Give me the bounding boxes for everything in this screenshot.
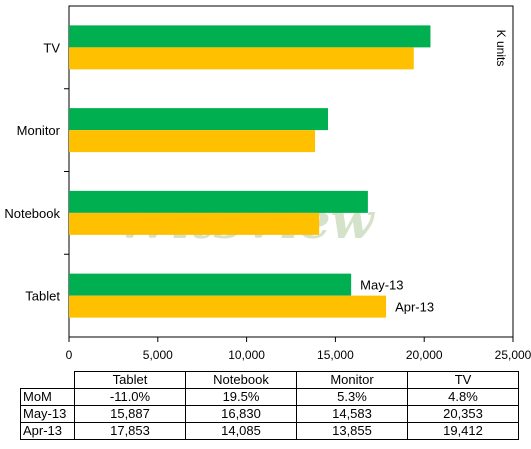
table-row: May-13 15,887 16,830 14,583 20,353 — [20, 405, 519, 423]
table-cell: 14,583 — [296, 405, 408, 423]
bar-monitor-may-13 — [69, 108, 328, 131]
table-column-header: Monitor — [296, 371, 408, 389]
table-cell: 15,887 — [74, 405, 186, 423]
bar-tv-apr-13 — [69, 47, 414, 70]
bar-notebook-may-13 — [69, 190, 368, 213]
x-tick-label: 15,000 — [317, 348, 354, 362]
category-label-notebook: Notebook — [4, 206, 60, 221]
table-cell: 14,085 — [185, 422, 297, 440]
unit-label: K units — [494, 30, 508, 67]
table-cell: -11.0% — [74, 388, 186, 406]
x-tick-label: 10,000 — [228, 348, 265, 362]
category-label-tablet: Tablet — [25, 289, 60, 304]
table-cell: 17,853 — [74, 422, 186, 440]
table-column-header: TV — [407, 371, 519, 389]
table-header-row: Tablet Notebook Monitor TV — [20, 371, 519, 389]
table-cell: 20,353 — [407, 405, 519, 423]
table-cell: 19.5% — [185, 388, 297, 406]
table-row: MoM -11.0% 19.5% 5.3% 4.8% — [20, 388, 519, 406]
table-row-header: Apr-13 — [20, 422, 75, 440]
x-tick-label: 0 — [66, 348, 73, 362]
x-tick-label: 25,000 — [495, 348, 531, 362]
series-label-may-13: May-13 — [360, 278, 403, 293]
table-cell: 4.8% — [407, 388, 519, 406]
table-cell: 16,830 — [185, 405, 297, 423]
table-cell: 13,855 — [296, 422, 408, 440]
bar-chart: WitsView TabletNotebookMonitorTVMay-13Ap… — [4, 5, 531, 362]
bar-notebook-apr-13 — [69, 212, 320, 235]
table-corner-cell — [20, 371, 75, 389]
table-cell: 5.3% — [296, 388, 408, 406]
x-tick-label: 5,000 — [143, 348, 173, 362]
data-table: Tablet Notebook Monitor TV MoM -11.0% 19.5% 5.… — [20, 371, 519, 440]
table-cell: 19,412 — [407, 422, 519, 440]
category-label-tv: TV — [43, 40, 60, 55]
bar-tablet-apr-13 — [69, 295, 387, 318]
table-column-header: Tablet — [74, 371, 186, 389]
table-row: Apr-13 17,853 14,085 13,855 19,412 — [20, 422, 519, 440]
series-label-apr-13: Apr-13 — [395, 300, 434, 315]
x-tick-label: 20,000 — [406, 348, 443, 362]
bar-tv-may-13 — [69, 25, 431, 48]
bar-tablet-may-13 — [69, 273, 352, 296]
table-row-header: May-13 — [20, 405, 75, 423]
category-label-monitor: Monitor — [17, 123, 61, 138]
table-row-header: MoM — [20, 388, 75, 406]
table-column-header: Notebook — [185, 371, 297, 389]
bar-monitor-apr-13 — [69, 130, 316, 153]
